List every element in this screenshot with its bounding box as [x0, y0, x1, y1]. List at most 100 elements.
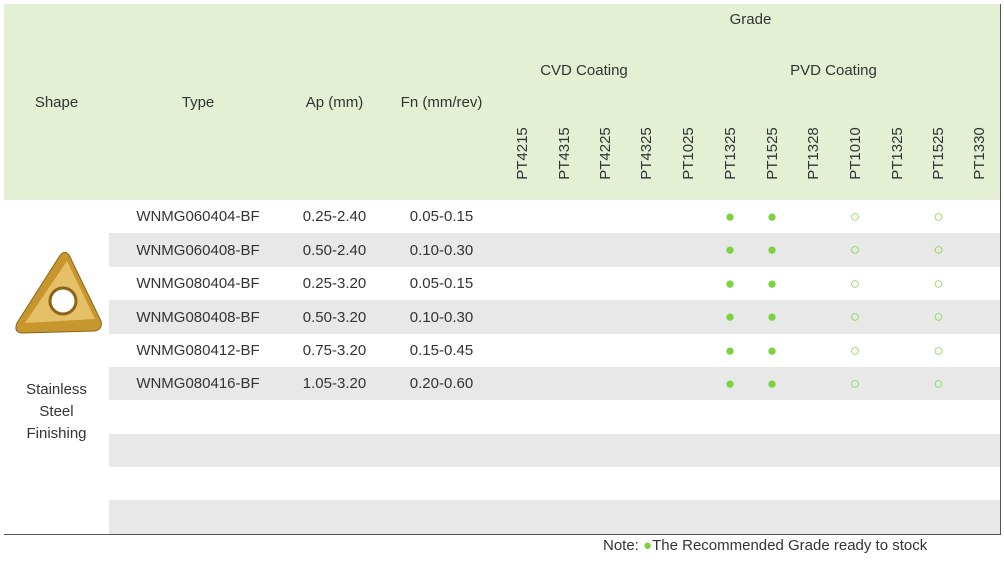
grade-cell — [959, 200, 1001, 234]
header-cell-text: Type — [181, 93, 215, 111]
grade-header: PT1325 — [709, 107, 752, 201]
grade-cell — [585, 400, 627, 435]
fn-cell: 0.20-0.60 — [382, 367, 502, 401]
type-cell-text: WNMG080412-BF — [136, 342, 260, 359]
grade-cell — [626, 233, 668, 268]
header-cell: Ap (mm) — [287, 4, 383, 201]
grade-header-text: PT1325 — [721, 127, 739, 180]
ap-cell — [287, 467, 383, 501]
type-cell-text: WNMG060408-BF — [136, 241, 260, 259]
fn-cell — [382, 500, 502, 535]
fn-cell: 0.05-0.15 — [382, 200, 502, 234]
grade-cell-text: ● — [724, 340, 736, 360]
grade-cell — [876, 434, 919, 468]
grade-cell: ○ — [918, 267, 960, 301]
grade-cell: ● — [751, 367, 794, 401]
note-label: Note: — [603, 537, 639, 554]
type-cell: WNMG080408-BF — [109, 300, 288, 335]
grade-header-text: PT1525 — [930, 127, 948, 180]
grade-header-text: PT4225 — [597, 127, 615, 180]
shape-label: Stainless Steel Finishing — [26, 381, 87, 442]
grade-cell — [959, 233, 1001, 268]
grade-cell — [834, 500, 877, 535]
grade-cell — [585, 233, 627, 268]
grade-cell — [751, 500, 794, 535]
grade-cell — [626, 434, 668, 468]
grade-header: PT1325 — [876, 107, 919, 201]
grade-cell — [793, 367, 835, 401]
ap-cell: 1.05-3.20 — [287, 367, 383, 401]
grade-cell — [667, 367, 710, 401]
grade-cell-text: ○ — [933, 240, 944, 259]
fn-cell: 0.10-0.30 — [382, 233, 502, 268]
grade-cell — [667, 233, 710, 268]
grade-header: PT4325 — [626, 107, 668, 201]
grade-cell-text: ○ — [849, 206, 861, 226]
grade-header-text: PT1525 — [763, 127, 781, 180]
grade-cell — [626, 200, 668, 234]
ap-cell — [287, 434, 383, 468]
grade-cell-text: ● — [724, 273, 736, 293]
grade-cell — [918, 434, 960, 468]
grade-cell: ● — [751, 233, 794, 268]
grade-cell-text: ● — [766, 340, 778, 360]
grade-cell-text: ○ — [849, 240, 861, 259]
grade-cell — [876, 200, 919, 234]
grade-cell — [501, 367, 544, 401]
note-marker: ● — [643, 537, 653, 554]
grade-header: PT4215 — [501, 107, 544, 201]
grade-cell — [585, 334, 627, 368]
grade-cell — [626, 300, 668, 335]
grade-cell — [585, 500, 627, 535]
grade-header: PT4225 — [585, 107, 627, 201]
grade-cell — [585, 467, 627, 501]
grade-cell — [793, 300, 835, 335]
grade-cell: ○ — [918, 300, 960, 335]
grade-cell — [876, 334, 919, 368]
grade-cell — [543, 334, 586, 368]
grade-cell — [501, 300, 544, 335]
grade-cell — [751, 467, 794, 501]
type-cell-text: WNMG080416-BF — [136, 375, 260, 392]
grade-cell — [876, 233, 919, 268]
insert-image — [14, 251, 102, 334]
fn-cell: 0.15-0.45 — [382, 334, 502, 368]
grade-cell-text: ● — [766, 273, 778, 293]
grade-cell — [876, 367, 919, 401]
fn-cell-text: 0.15-0.45 — [409, 342, 474, 359]
grade-cell — [585, 367, 627, 401]
grade-cell — [751, 434, 794, 468]
grade-cell — [918, 467, 960, 501]
grade-cell-text: ○ — [849, 307, 861, 326]
fn-cell-text: 0.10-0.30 — [409, 308, 474, 326]
grade-cell — [626, 400, 668, 435]
shape-cell: Stainless Steel Finishing — [4, 200, 110, 535]
grade-cell — [876, 467, 919, 501]
type-cell — [109, 434, 288, 468]
grade-cell — [585, 300, 627, 335]
grade-cell — [585, 200, 627, 234]
grade-cell — [667, 400, 710, 435]
header-cell-text: Ap (mm) — [305, 93, 364, 111]
grade-cell — [501, 267, 544, 301]
grade-cell: ● — [709, 233, 752, 268]
grade-cell — [793, 200, 835, 234]
type-cell: WNMG060408-BF — [109, 233, 288, 268]
fn-cell — [382, 467, 502, 501]
grade-header-text: PT1010 — [846, 127, 864, 180]
grade-cell-text: ● — [766, 373, 778, 393]
grade-cell — [585, 434, 627, 468]
ap-cell — [287, 400, 383, 435]
grade-cell — [543, 400, 586, 435]
grade-cell — [543, 267, 586, 301]
ap-cell: 0.75-3.20 — [287, 334, 383, 368]
fn-cell-text: 0.20-0.60 — [409, 375, 474, 392]
grade-header: PT1525 — [751, 107, 794, 201]
type-cell — [109, 467, 288, 501]
grade-cell: ● — [709, 200, 752, 234]
ap-cell: 0.50-2.40 — [287, 233, 383, 268]
fn-cell-text: 0.05-0.15 — [409, 275, 474, 292]
grade-cell — [667, 267, 710, 301]
grade-header-text: PT1025 — [679, 127, 697, 180]
grade-cell — [543, 467, 586, 501]
